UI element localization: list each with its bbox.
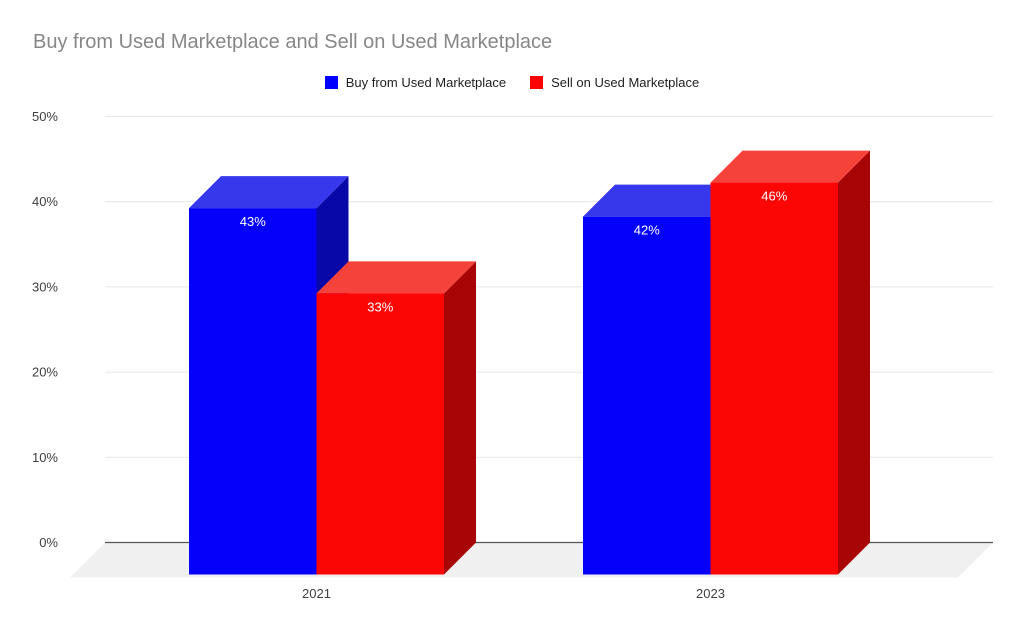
bar-top-face: [583, 184, 743, 217]
bar-side-face: [838, 150, 870, 575]
x-tick-label-2021: 2021: [302, 586, 331, 601]
y-tick-label-10pct: 10%: [32, 450, 58, 465]
bar-front-face: [710, 182, 838, 575]
bar-value-label: 43%: [240, 214, 266, 229]
y-tick-label-30pct: 30%: [32, 279, 58, 294]
bar-value-label: 42%: [634, 223, 660, 238]
bar-2023-sell[interactable]: 46%: [710, 150, 871, 575]
bar-value-label: 33%: [367, 299, 393, 314]
bar-value-label: 46%: [761, 189, 787, 204]
y-tick-label-40pct: 40%: [32, 194, 58, 209]
bar-top-face: [189, 176, 349, 209]
bar-top-face: [316, 261, 476, 294]
bar-front-face: [316, 293, 444, 575]
legend-swatch-icon: [530, 76, 544, 89]
legend-label: Buy from Used Marketplace: [345, 75, 507, 90]
bar-front-face: [189, 208, 317, 575]
bar-side-face: [444, 261, 476, 575]
legend-item-buy: Buy from Used Marketplace: [324, 75, 507, 90]
x-tick-label-2023: 2023: [696, 586, 725, 601]
y-tick-label-50pct: 50%: [32, 109, 58, 124]
bar-front-face: [583, 216, 711, 575]
bar-2021-sell[interactable]: 33%: [316, 261, 477, 575]
legend-item-sell: Sell on Used Marketplace: [530, 75, 699, 90]
y-tick-label-0pct: 0%: [39, 535, 58, 550]
legend-label: Sell on Used Marketplace: [551, 75, 700, 90]
chart-title: Buy from Used Marketplace and Sell on Us…: [33, 31, 553, 53]
legend: Buy from Used Marketplace Sell on Used Ma…: [0, 75, 1024, 90]
bar-top-face: [710, 150, 870, 183]
legend-swatch-icon: [324, 76, 338, 89]
y-tick-label-20pct: 20%: [32, 365, 58, 380]
